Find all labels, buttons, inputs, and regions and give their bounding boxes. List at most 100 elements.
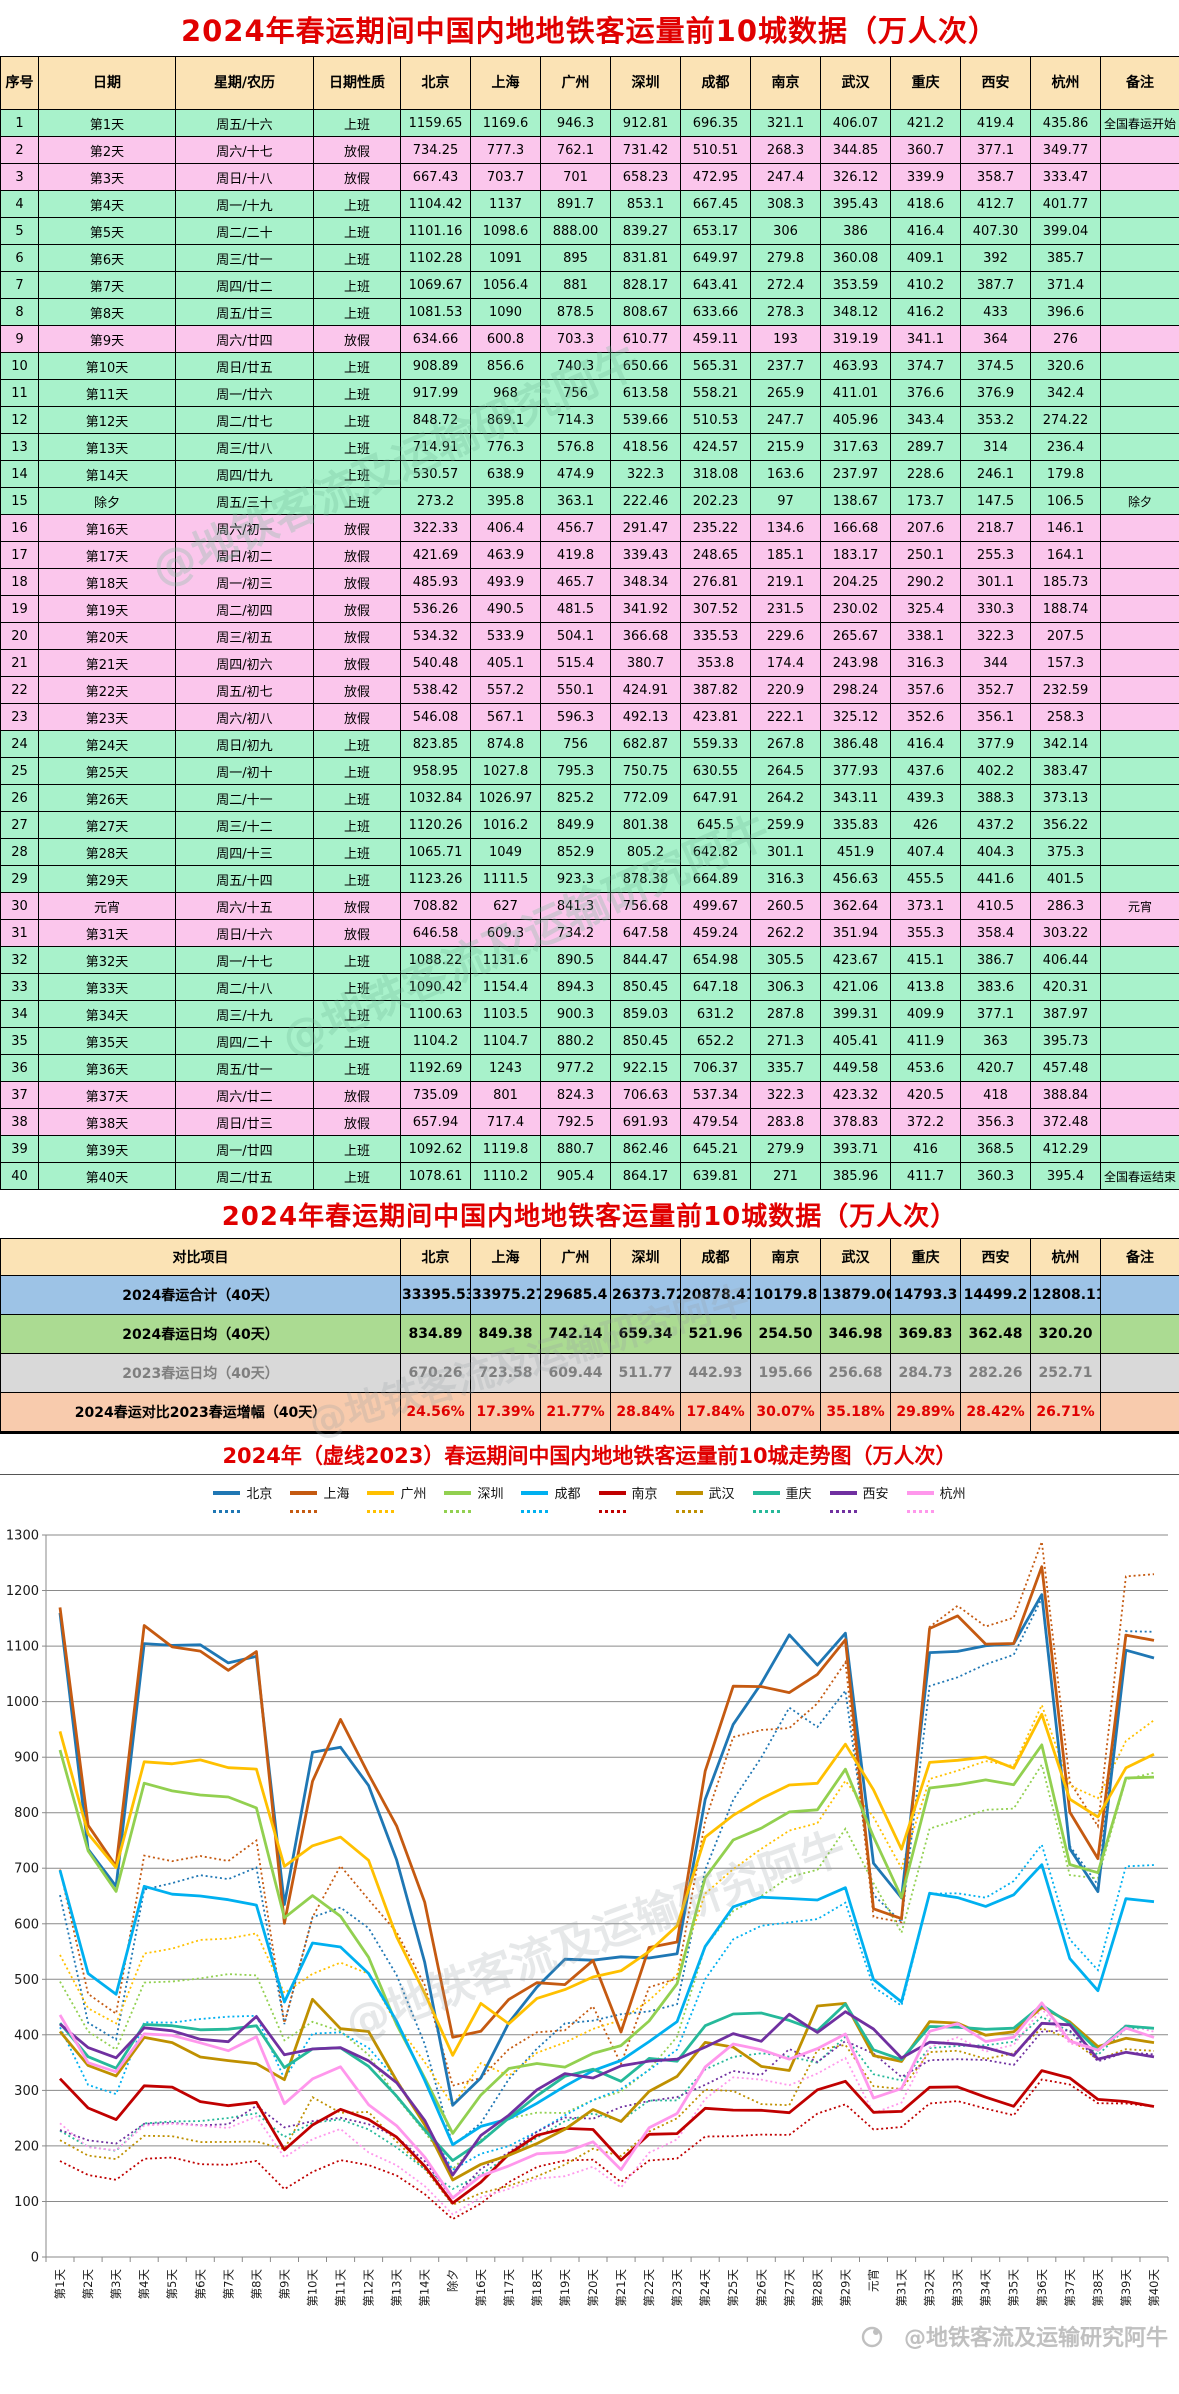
value-cell: 530.57 xyxy=(400,460,471,488)
row-number: 28 xyxy=(0,838,39,866)
y-axis-tick-label: 1100 xyxy=(6,1640,39,1655)
value-cell: 850.45 xyxy=(610,1027,681,1055)
value-cell: 35.18% xyxy=(820,1392,891,1432)
value-cell: 742.14 xyxy=(540,1314,611,1354)
x-axis-tick-label: 第3天 xyxy=(109,2269,123,2300)
value-cell: 363 xyxy=(960,1027,1031,1055)
value-cell: 除夕 xyxy=(38,487,176,515)
x-axis-tick-label: 第40天 xyxy=(1147,2269,1161,2307)
value-cell: 周日/廿五 xyxy=(175,352,314,380)
table-row: 1 第1天 周五/十六 上班 1159.65 1169.6 946.3 912.81 696.3… xyxy=(0,109,1179,137)
legend-dotted-swatch xyxy=(598,1510,626,1513)
row-number: 4 xyxy=(0,190,39,218)
row-number: 24 xyxy=(0,730,39,758)
value-cell: 360.3 xyxy=(960,1162,1031,1190)
value-cell: 330.3 xyxy=(960,595,1031,623)
value-cell: 880.7 xyxy=(540,1135,611,1163)
value-cell: 410.5 xyxy=(960,892,1031,920)
column-header: 深圳 xyxy=(610,1238,681,1276)
table-row: 16 第16天 周六/初一 放假 322.33 406.4 456.7 291.47 235.2… xyxy=(0,514,1179,542)
value-cell: 348.12 xyxy=(820,298,891,326)
summary-row: 2023春运日均（40天） 670.26 723.58 609.44 511.77 442… xyxy=(0,1353,1179,1393)
value-cell: 504.1 xyxy=(540,622,611,650)
value-cell: 上班 xyxy=(313,217,401,245)
value-cell: 第2天 xyxy=(38,136,176,164)
value-cell: 262.2 xyxy=(750,919,821,947)
value-cell: 第17天 xyxy=(38,541,176,569)
value-cell: 1101.16 xyxy=(400,217,471,245)
value-cell: 368.5 xyxy=(960,1135,1031,1163)
value-cell: 周一/初十 xyxy=(175,757,314,785)
value-cell: 第16天 xyxy=(38,514,176,542)
value-cell: 362.48 xyxy=(960,1314,1031,1354)
x-axis-tick-label: 第33天 xyxy=(951,2269,965,2307)
value-cell: 341.92 xyxy=(610,595,681,623)
value-cell: 周六/十五 xyxy=(175,892,314,920)
value-cell: 335.53 xyxy=(680,622,751,650)
series-2024-广州 xyxy=(58,1712,1155,2057)
row-number: 37 xyxy=(0,1081,39,1109)
value-cell: 600.8 xyxy=(470,325,541,353)
row-note xyxy=(1100,1353,1179,1393)
value-cell: 306.3 xyxy=(750,973,821,1001)
row-note xyxy=(1100,1314,1179,1354)
value-cell: 383.6 xyxy=(960,973,1031,1001)
row-note xyxy=(1100,352,1179,380)
value-cell: 12808.11 xyxy=(1030,1275,1101,1315)
value-cell: 405.96 xyxy=(820,406,891,434)
value-cell: 314 xyxy=(960,433,1031,461)
value-cell: 647.91 xyxy=(680,784,751,812)
value-cell: 342.4 xyxy=(1030,379,1101,407)
value-cell: 第40天 xyxy=(38,1162,176,1190)
value-cell: 第6天 xyxy=(38,244,176,272)
row-note xyxy=(1100,973,1179,1001)
value-cell: 353.59 xyxy=(820,271,891,299)
value-cell: 第11天 xyxy=(38,379,176,407)
value-cell: 416.2 xyxy=(890,298,961,326)
value-cell: 周六/廿四 xyxy=(175,325,314,353)
value-cell: 周三/十二 xyxy=(175,811,314,839)
value-cell: 536.26 xyxy=(400,595,471,623)
x-axis-tick-label: 第11天 xyxy=(334,2269,348,2307)
value-cell: 630.55 xyxy=(680,757,751,785)
row-number: 12 xyxy=(0,406,39,434)
row-note xyxy=(1100,784,1179,812)
value-cell: 第8天 xyxy=(38,298,176,326)
legend-dotted-swatch xyxy=(829,1510,857,1513)
value-cell: 周四/十三 xyxy=(175,838,314,866)
value-cell: 634.66 xyxy=(400,325,471,353)
value-cell: 1137 xyxy=(470,190,541,218)
column-header: 西安 xyxy=(960,1238,1031,1276)
value-cell: 418.56 xyxy=(610,433,681,461)
value-cell: 上班 xyxy=(313,784,401,812)
value-cell: 周六/初八 xyxy=(175,703,314,731)
row-note xyxy=(1100,730,1179,758)
value-cell: 850.45 xyxy=(610,973,681,1001)
value-cell: 406.44 xyxy=(1030,946,1101,974)
value-cell: 周二/廿七 xyxy=(175,406,314,434)
row-note xyxy=(1100,514,1179,542)
x-axis-tick-label: 第19天 xyxy=(558,2269,572,2307)
value-cell: 777.3 xyxy=(470,136,541,164)
x-axis-tick-label: 第39天 xyxy=(1119,2269,1133,2307)
legend-item-2023: 深圳 xyxy=(444,1502,503,1521)
value-cell: 343.11 xyxy=(820,784,891,812)
table-row: 12 第12天 周二/廿七 上班 848.72 869.1 714.3 539.66 510.5… xyxy=(0,406,1179,434)
value-cell: 338.1 xyxy=(890,622,961,650)
x-axis-tick-label: 元宵 xyxy=(867,2269,881,2292)
row-number: 18 xyxy=(0,568,39,596)
value-cell: 682.87 xyxy=(610,730,681,758)
value-cell: 232.59 xyxy=(1030,676,1101,704)
value-cell: 646.58 xyxy=(400,919,471,947)
row-label: 2024春运合计（40天） xyxy=(0,1275,401,1315)
value-cell: 271 xyxy=(750,1162,821,1190)
value-cell: 351.94 xyxy=(820,919,891,947)
value-cell: 372.48 xyxy=(1030,1108,1101,1136)
legend-line-swatch xyxy=(290,1490,318,1495)
value-cell: 231.5 xyxy=(750,595,821,623)
value-cell: 576.8 xyxy=(540,433,611,461)
row-number: 22 xyxy=(0,676,39,704)
value-cell: 325.12 xyxy=(820,703,891,731)
value-cell: 放假 xyxy=(313,676,401,704)
